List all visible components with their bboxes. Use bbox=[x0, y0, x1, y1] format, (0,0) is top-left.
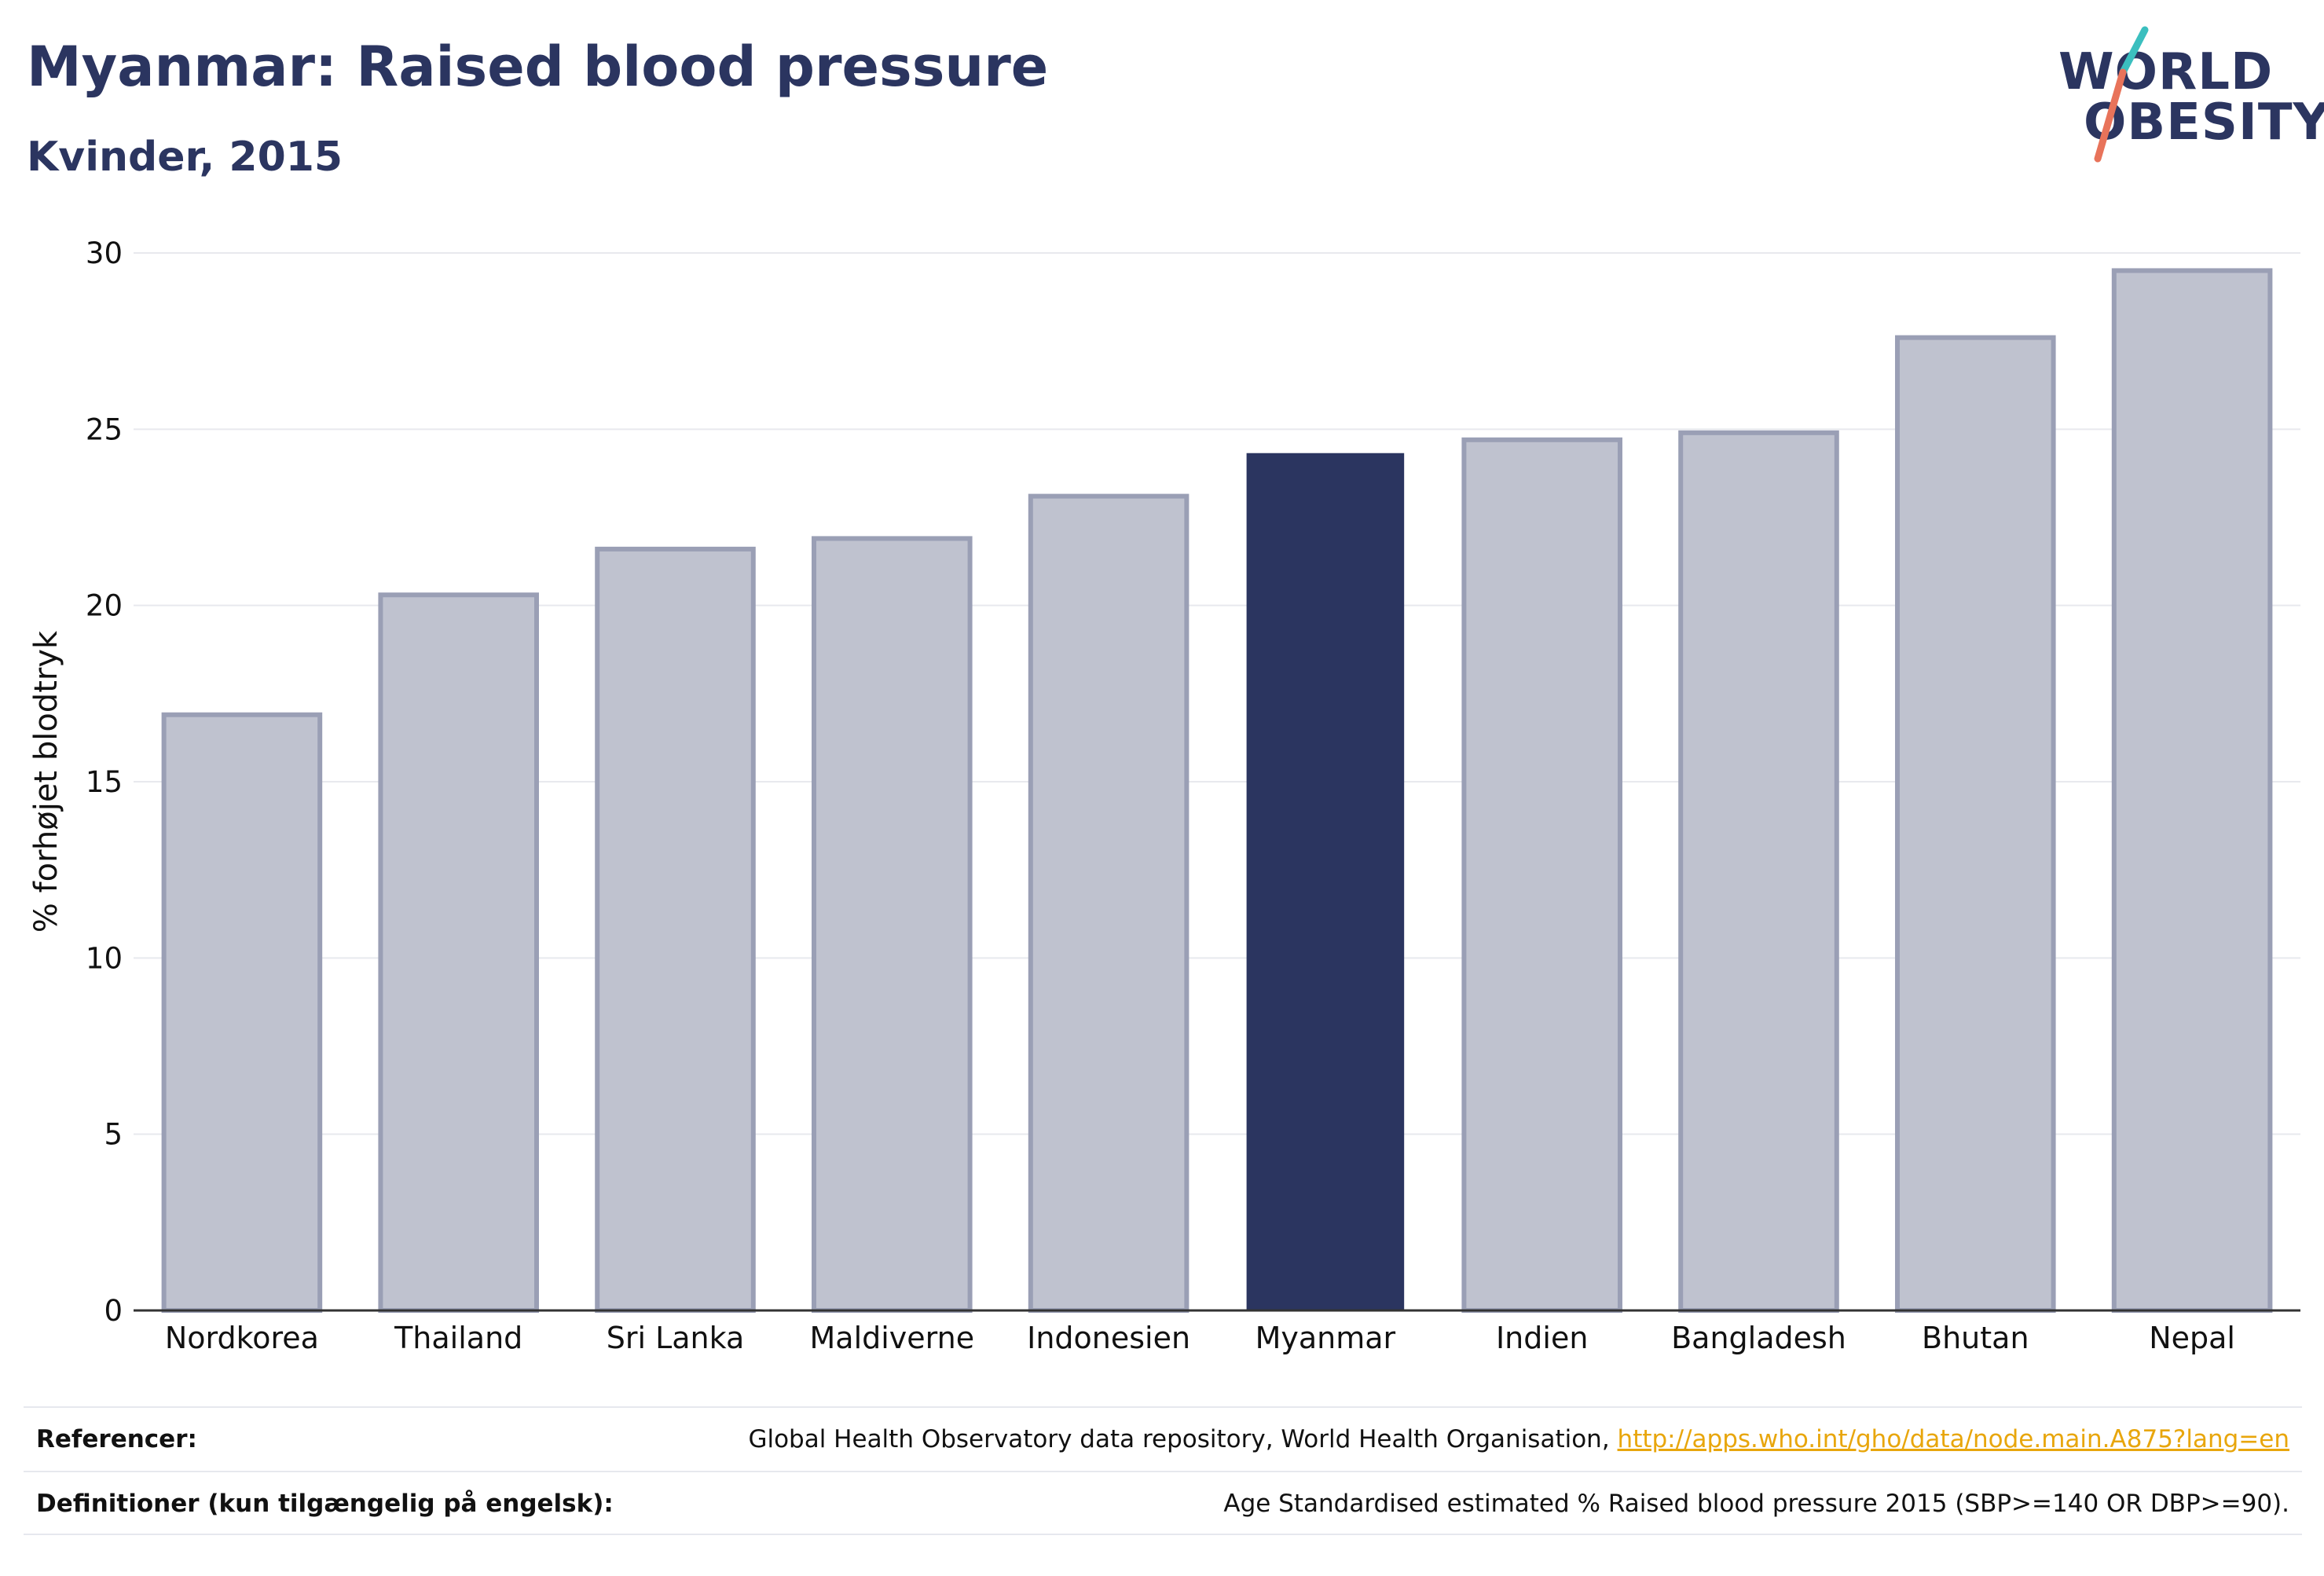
chart-title: Myanmar: Raised blood pressure bbox=[27, 35, 1049, 99]
logo-text-obesity: OBESITY bbox=[2084, 93, 2324, 152]
x-tick-label-bhutan: Bhutan bbox=[1922, 1321, 2029, 1355]
y-tick-label-10: 10 bbox=[86, 941, 123, 975]
x-tick-label-myanmar: Myanmar bbox=[1255, 1321, 1396, 1355]
y-tick-label-5: 5 bbox=[104, 1118, 123, 1152]
bar-nepal bbox=[2111, 268, 2273, 1313]
y-tick-label-15: 15 bbox=[86, 765, 123, 799]
definitions-label: Definitioner (kun tilgængelig på engelsk… bbox=[36, 1490, 614, 1518]
chart-subtitle: Kvinder, 2015 bbox=[27, 134, 343, 181]
world-obesity-logo: WORLD OBESITY bbox=[2058, 24, 2324, 165]
y-tick-label-0: 0 bbox=[104, 1294, 123, 1328]
bar-nordkorea bbox=[161, 712, 323, 1313]
x-tick-label-maldiverne: Maldiverne bbox=[810, 1321, 975, 1355]
references-row: Referencer: Global Health Observatory da… bbox=[24, 1406, 2302, 1471]
bar-indien bbox=[1461, 437, 1622, 1313]
bar-maldiverne bbox=[812, 536, 973, 1313]
y-tick-label-25: 25 bbox=[86, 412, 123, 446]
x-tick-label-bangladesh: Bangladesh bbox=[1671, 1321, 1846, 1355]
footer-divider bbox=[24, 1534, 2302, 1535]
definitions-value: Age Standardised estimated % Raised bloo… bbox=[1223, 1490, 2289, 1518]
references-label: Referencer: bbox=[36, 1425, 197, 1453]
bar-sri-lanka bbox=[595, 546, 756, 1313]
x-tick-label-thailand: Thailand bbox=[394, 1321, 522, 1355]
logo-slash-icon bbox=[2094, 26, 2149, 163]
x-tick-label-indien: Indien bbox=[1496, 1321, 1588, 1355]
references-link[interactable]: http://apps.who.int/gho/data/node.main.A… bbox=[1617, 1425, 2289, 1453]
references-text: Global Health Observatory data repositor… bbox=[748, 1425, 1618, 1453]
y-tick-label-30: 30 bbox=[86, 236, 123, 270]
bar-thailand bbox=[378, 592, 539, 1313]
logo-text-world: WORLD bbox=[2058, 43, 2274, 101]
y-axis-label: % forhøjet blodtryk bbox=[28, 630, 64, 933]
x-tick-label-nepal: Nepal bbox=[2149, 1321, 2235, 1355]
definitions-row: Definitioner (kun tilgængelig på engelsk… bbox=[24, 1471, 2302, 1535]
x-tick-label-nordkorea: Nordkorea bbox=[165, 1321, 319, 1355]
bar-myanmar bbox=[1246, 453, 1405, 1311]
y-tick-label-20: 20 bbox=[86, 589, 123, 623]
x-tick-label-indonesien: Indonesien bbox=[1027, 1321, 1190, 1355]
bar-indonesien bbox=[1028, 493, 1189, 1314]
references-value: Global Health Observatory data repositor… bbox=[748, 1425, 2289, 1453]
x-tick-label-sri-lanka: Sri Lanka bbox=[607, 1321, 745, 1355]
bar-bangladesh bbox=[1678, 430, 1839, 1314]
bar-chart: 0 5 10 15 20 25 30 % forhøjet blodtryk Nordkorea… bbox=[28, 236, 2300, 1355]
bar-bhutan bbox=[1895, 335, 2056, 1313]
